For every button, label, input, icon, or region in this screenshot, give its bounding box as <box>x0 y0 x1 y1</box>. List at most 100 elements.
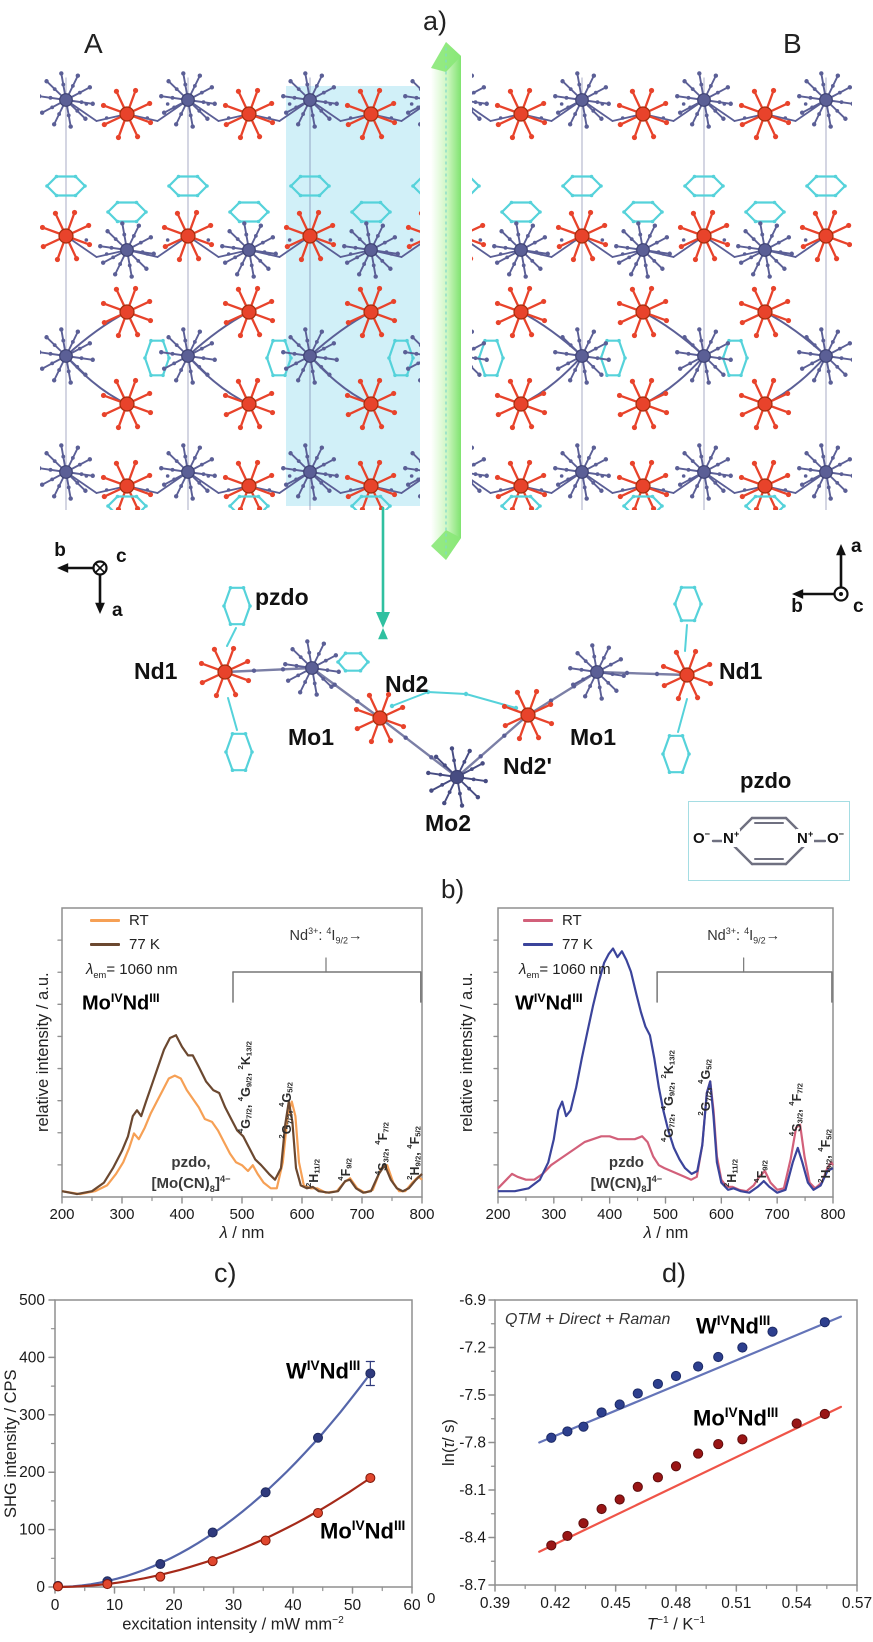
tick-label: 40 <box>284 1597 302 1614</box>
axis-indicator-left: b c a <box>54 540 127 621</box>
panel-c-label: c) <box>214 1258 237 1288</box>
emission-spectrum-mo: 200 300 400 500 600 700 800 RT 77 K λem= 1060 … <box>32 862 435 1257</box>
nd1-right-label: Nd1 <box>719 658 763 684</box>
spectrum-curve-RT <box>497 1080 834 1193</box>
tick-label: 800 <box>409 1206 434 1223</box>
transformation-arrow <box>431 42 461 560</box>
oxygen-left: O− <box>692 829 712 847</box>
tick-label: 0.42 <box>540 1595 570 1612</box>
77k-line-swatch <box>90 942 120 947</box>
mo-series-label: MoIVNdIII <box>693 1405 779 1431</box>
mo-series-label: MoIVNdIII <box>320 1518 406 1544</box>
nd2-label: Nd2 <box>385 671 429 697</box>
oxygen-right: O− <box>826 829 846 847</box>
tick-label: 700 <box>349 1206 374 1223</box>
tick-label: 500 <box>653 1206 678 1223</box>
peak-label: 2H9/2, 4F5/2 <box>816 1128 834 1183</box>
tick-label: 500 <box>229 1206 254 1223</box>
tick-label: -7.5 <box>459 1387 486 1404</box>
crystal-a-label: A <box>84 28 103 59</box>
peak-label: 4G7/2, 4G9/2, 2K13/2 <box>659 1050 677 1143</box>
mo2-label: Mo2 <box>425 810 471 836</box>
legend-rt: RT <box>523 912 582 929</box>
crystal-structure-a <box>40 71 420 510</box>
mo1-right-label: Mo1 <box>570 724 616 750</box>
axis-c-label: c <box>116 546 127 567</box>
x-axis-label: T−1 / K−1 <box>646 1615 706 1634</box>
77k-line-swatch <box>523 942 553 947</box>
peak-label: 4G7/2, 4G9/2, 2K13/2 <box>236 1041 254 1134</box>
nd1-left-label: Nd1 <box>134 658 178 684</box>
tick-label: 300 <box>19 1407 45 1424</box>
tick-label: 200 <box>485 1206 510 1223</box>
w-series-label: WIVNdIII <box>696 1313 771 1339</box>
spectrum-curve-77 K <box>61 1034 423 1196</box>
peak-label: 4S3/2, 4F7/2 <box>373 1122 392 1176</box>
crystal-b-label: B <box>783 28 802 59</box>
peak-label: 4S3/2, 4F7/2 <box>787 1083 805 1137</box>
tick-label: 200 <box>19 1464 45 1481</box>
peak-label: 4F9/2 <box>751 1159 770 1183</box>
tick-label: -7.2 <box>459 1340 486 1357</box>
peak-label: 2H11/2 <box>303 1158 322 1187</box>
legend-77k: 77 K <box>90 936 160 953</box>
peak-label: 2G7/2, 4G5/2 <box>276 1082 295 1139</box>
tick-label: 0 <box>51 1597 60 1614</box>
nd2-prime-label: Nd2' <box>503 753 552 779</box>
excitation-note: λem= 1060 nm <box>86 961 178 980</box>
tick-label: 0 <box>36 1579 45 1596</box>
tick-label: 0.39 <box>480 1595 510 1612</box>
tick-label: 10 <box>106 1597 124 1614</box>
axis-a-label: a <box>112 600 123 621</box>
tick-label: 50 <box>344 1597 362 1614</box>
y-axis-label: SHG intensity / CPS <box>2 1369 20 1518</box>
unit-highlight <box>286 86 420 506</box>
y-axis-label: relative intensity / a.u. <box>34 972 52 1133</box>
tick-label: 600 <box>289 1206 314 1223</box>
axis-a-label: a <box>851 536 862 557</box>
nd-transition-annotation: Nd3+: 4I9/2→ <box>289 926 363 946</box>
rt-line-swatch <box>90 918 120 923</box>
tick-label: 300 <box>541 1206 566 1223</box>
emission-spectrum-w: 200 300 400 500 600 700 800 RT 77 K λem= 1060 … <box>455 862 870 1257</box>
tick-label: 400 <box>169 1206 194 1223</box>
tick-label: -8.4 <box>459 1530 486 1547</box>
band-assignment-label: pzdo [W(CN)8]4− <box>590 1154 663 1194</box>
x-axis-label: λ / nm <box>643 1224 689 1242</box>
tick-label: 700 <box>765 1206 790 1223</box>
tick-label: 800 <box>820 1206 845 1223</box>
tick-label: 100 <box>19 1522 45 1539</box>
tick-label: 0.48 <box>661 1595 691 1612</box>
axis-c-label: c <box>853 596 864 617</box>
peak-label: 4F9/2 <box>335 1158 354 1181</box>
tick-label: 60 <box>403 1597 421 1614</box>
x-axis-label: λ / nm <box>219 1224 265 1242</box>
spectrum-curve-77 K <box>498 947 834 1194</box>
tick-label: -6.9 <box>459 1292 486 1309</box>
fit-curve <box>54 1376 369 1589</box>
pzdo-inset-box: O− N+ N+ O− <box>688 801 850 881</box>
axis-b-label: b <box>791 596 803 617</box>
tick-label: -8.1 <box>459 1482 486 1499</box>
pzdo-inset-label: pzdo <box>740 768 792 793</box>
rt-line-swatch <box>523 918 553 923</box>
mo1-left-label: Mo1 <box>288 724 334 750</box>
pzdo-label: pzdo <box>255 584 309 610</box>
legend-77k: 77 K <box>523 936 593 953</box>
tick-label: -7.8 <box>459 1435 486 1452</box>
panel-a-label: a) <box>423 6 448 36</box>
molecular-fragment <box>198 506 714 808</box>
nd-transition-annotation: Nd3+: 4I9/2→ <box>707 926 781 946</box>
tick-label: 30 <box>225 1597 243 1614</box>
legend-rt: RT <box>90 912 149 929</box>
relaxation-plot: 0.39 0.42 0.45 0.48 0.51 0.54 0.57 -6.9 -7.2 -7.5… <box>440 1255 873 1642</box>
y-axis-label: ln(τ / s) <box>440 1418 458 1467</box>
compound-title: WIVNdIII <box>515 991 583 1015</box>
tick-label: 500 <box>19 1292 45 1309</box>
axis-indicator-right: a b c <box>791 536 864 617</box>
peak-label: 2H11/2 <box>721 1158 740 1187</box>
y-axis-label: relative intensity / a.u. <box>458 972 476 1133</box>
tick-label: 400 <box>19 1349 45 1366</box>
peak-label: 2H9/2, 4F5/2 <box>404 1125 423 1180</box>
